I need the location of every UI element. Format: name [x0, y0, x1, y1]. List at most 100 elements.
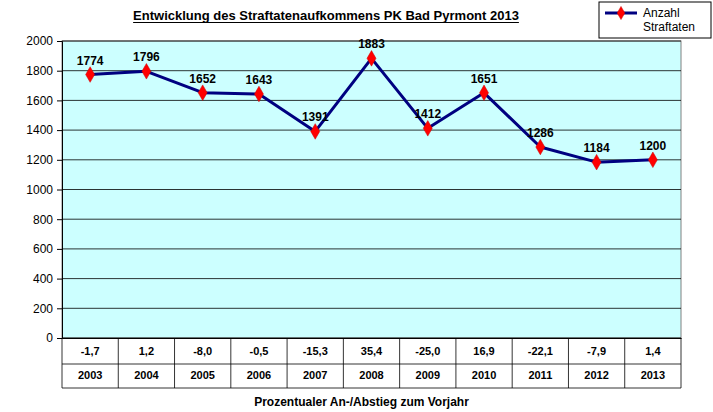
chart-title: Entwicklung des Straftatenaufkommens PK …	[133, 8, 519, 23]
data-label: 1651	[471, 72, 498, 86]
data-labels: 1774179616521643139118831412165112861184…	[77, 37, 667, 155]
y-tick-label: 1000	[26, 183, 53, 197]
grid-line	[62, 219, 681, 220]
y-tick: 1600	[26, 94, 62, 108]
x-tick: 2008	[359, 338, 383, 381]
y-tick-mark	[57, 308, 62, 309]
y-tick-mark	[57, 100, 62, 101]
y-tick-label: 1200	[26, 153, 53, 167]
y-tick: 1800	[26, 64, 62, 78]
y-tick: 1000	[26, 183, 62, 197]
category-separator	[455, 338, 456, 388]
y-tick: 0	[46, 331, 62, 345]
legend: AnzahlStraftaten	[599, 2, 711, 38]
table-row-line	[62, 388, 681, 389]
y-tick: 1200	[26, 153, 62, 167]
series-line	[90, 58, 653, 162]
x-tick: 2010	[472, 338, 496, 381]
legend-label: AnzahlStraftaten	[643, 6, 695, 34]
x-tick-label: 2011	[528, 369, 552, 381]
grid-line	[62, 100, 681, 101]
grid-line	[62, 130, 681, 131]
category-separator	[681, 338, 682, 388]
y-tick-mark	[57, 190, 62, 191]
grid-line	[62, 189, 681, 190]
chart: 0200400600800100012001400160018002000-1,…	[0, 0, 713, 412]
data-point	[311, 124, 320, 140]
x-axis: 2003200420052006200720082009201020112012…	[63, 338, 682, 381]
y-tick-mark	[57, 249, 62, 250]
x-tick-label: 2013	[641, 369, 665, 381]
category-separator	[287, 338, 288, 388]
grid-line	[62, 278, 681, 279]
y-tick: 1400	[26, 123, 62, 137]
data-label: 1652	[189, 72, 216, 86]
x-tick: 2003	[78, 338, 102, 381]
y-tick: 600	[33, 242, 62, 256]
y-tick: 800	[33, 213, 62, 227]
change-label: -8,0	[193, 345, 212, 357]
change-label: 1,4	[645, 345, 661, 357]
x-axis-line	[63, 338, 682, 339]
y-tick-mark	[57, 338, 62, 339]
data-point	[367, 51, 376, 67]
change-label: 1,2	[139, 345, 154, 357]
legend-marker	[617, 6, 625, 19]
data-point	[592, 154, 601, 170]
y-tick-label: 1800	[26, 64, 53, 78]
data-label: 1286	[527, 126, 554, 140]
category-separator	[512, 338, 513, 388]
y-tick-mark	[57, 130, 62, 131]
change-label: 35,4	[361, 345, 383, 357]
data-point	[423, 121, 432, 137]
y-tick-label: 2000	[26, 34, 53, 48]
x-tick-label: 2003	[78, 369, 102, 381]
y-tick-label: 200	[33, 302, 53, 316]
x-tick-label: 2010	[472, 369, 496, 381]
category-separator	[62, 338, 63, 388]
y-tick-mark	[57, 279, 62, 280]
table-row-line	[62, 364, 681, 365]
change-label: 16,9	[473, 345, 494, 357]
x-tick-label: 2006	[247, 369, 271, 381]
y-tick-label: 800	[33, 213, 53, 227]
x-tick: 2007	[303, 338, 327, 381]
y-tick: 200	[33, 302, 62, 316]
y-tick-mark	[57, 219, 62, 220]
change-label: -15,3	[303, 345, 328, 357]
data-label: 1643	[246, 73, 273, 87]
data-point	[86, 67, 95, 83]
grid	[62, 41, 681, 338]
category-separator	[343, 338, 344, 388]
change-label: -25,0	[415, 345, 440, 357]
data-label: 1200	[640, 139, 667, 153]
y-tick: 400	[33, 272, 62, 286]
y-tick-mark	[57, 160, 62, 161]
category-separator	[174, 338, 175, 388]
data-label: 1391	[302, 110, 329, 124]
grid-line	[62, 248, 681, 249]
x-tick: 2006	[247, 338, 271, 381]
data-label: 1883	[358, 37, 385, 51]
change-label: -7,9	[587, 345, 606, 357]
y-tick-label: 1600	[26, 94, 53, 108]
data-label: 1412	[414, 107, 441, 121]
change-label: -0,5	[249, 345, 268, 357]
x-tick-label: 2007	[303, 369, 327, 381]
x-tick-label: 2005	[190, 369, 214, 381]
grid-line	[62, 70, 681, 71]
y-tick-label: 0	[46, 331, 53, 345]
legend-box	[599, 2, 711, 38]
data-point	[142, 64, 151, 80]
data-point	[198, 85, 207, 101]
x-tick-label: 2009	[416, 369, 440, 381]
y-tick-mark	[57, 41, 62, 42]
data-point	[536, 139, 545, 155]
x-tick: 2013	[641, 338, 665, 381]
y-tick: 2000	[26, 34, 62, 48]
category-separator	[568, 338, 569, 388]
y-tick-label: 1400	[26, 123, 53, 137]
category-separator	[230, 338, 231, 388]
x-tick: 2004	[134, 338, 159, 381]
y-tick-label: 400	[33, 272, 53, 286]
